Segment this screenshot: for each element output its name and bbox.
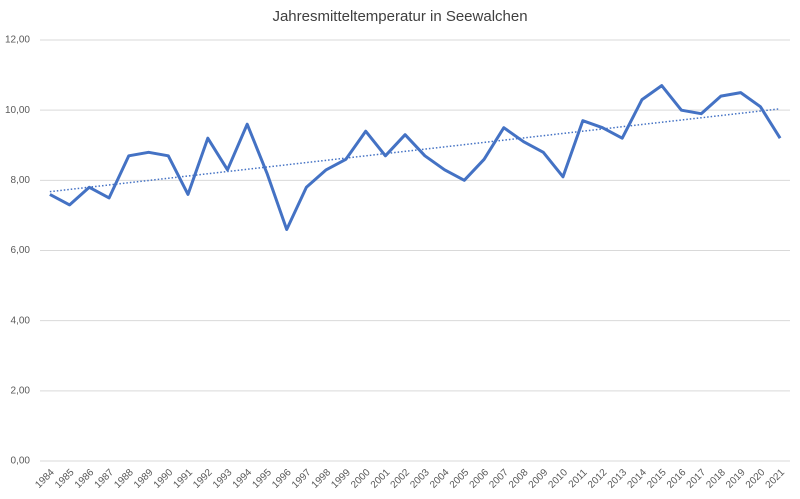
x-tick-label: 2012 — [586, 467, 610, 491]
x-tick-label: 2010 — [547, 467, 571, 491]
x-tick-label: 1992 — [191, 467, 215, 491]
x-tick-label: 1985 — [53, 467, 77, 491]
x-tick-label: 2020 — [744, 467, 768, 491]
x-tick-label: 2006 — [468, 467, 492, 491]
y-tick-label: 6,00 — [11, 245, 31, 256]
x-tick-label: 2009 — [527, 467, 551, 491]
x-tick-label: 1987 — [93, 467, 117, 491]
y-tick-label: 10,00 — [5, 105, 30, 116]
x-tick-label: 1996 — [270, 467, 294, 491]
x-tick-label: 2003 — [408, 467, 432, 491]
x-tick-label: 1989 — [132, 467, 156, 491]
x-tick-label: 2017 — [685, 467, 709, 491]
y-tick-label: 4,00 — [11, 315, 31, 326]
x-tick-label: 2014 — [625, 467, 649, 491]
x-tick-label: 2008 — [507, 467, 531, 491]
x-tick-label: 2004 — [428, 467, 452, 491]
x-tick-label: 1999 — [329, 467, 353, 491]
x-tick-label: 2015 — [645, 467, 669, 491]
x-tick-label: 2013 — [606, 467, 630, 491]
x-tick-label: 1986 — [73, 467, 97, 491]
x-tick-label: 2002 — [389, 467, 413, 491]
x-tick-label: 2007 — [487, 467, 511, 491]
x-tick-label: 1997 — [290, 467, 314, 491]
y-tick-label: 2,00 — [11, 385, 31, 396]
x-tick-label: 2021 — [764, 467, 788, 491]
trendline — [49, 108, 781, 193]
data-line — [49, 84, 782, 231]
y-tick-label: 12,00 — [5, 35, 30, 46]
x-tick-label: 2018 — [704, 467, 728, 491]
x-tick-label: 1990 — [152, 467, 176, 491]
x-tick-label: 1988 — [112, 467, 136, 491]
y-tick-label: 0,00 — [11, 456, 31, 467]
x-tick-label: 1995 — [250, 467, 274, 491]
x-tick-label: 2005 — [448, 467, 472, 491]
x-tick-label: 1991 — [172, 467, 196, 491]
x-tick-label: 1993 — [211, 467, 235, 491]
x-tick-label: 1984 — [33, 467, 57, 491]
x-tick-label: 2001 — [369, 467, 393, 491]
chart-title: Jahresmitteltemperatur in Seewalchen — [272, 8, 527, 25]
y-tick-label: 8,00 — [11, 175, 31, 186]
x-tick-label: 2011 — [567, 467, 590, 490]
x-tick-label: 2016 — [665, 467, 689, 491]
x-tick-label: 2000 — [349, 467, 373, 491]
x-tick-label: 1998 — [310, 467, 334, 491]
x-tick-label: 1994 — [231, 467, 255, 491]
x-tick-label: 2019 — [724, 467, 748, 491]
